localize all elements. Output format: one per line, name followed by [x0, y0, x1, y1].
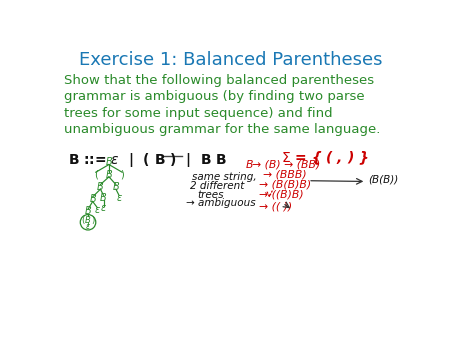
Text: B: B [85, 207, 91, 217]
Text: → ((B)B): → ((B)B) [258, 190, 303, 200]
Text: → (B) → (BB): → (B) → (BB) [252, 160, 320, 170]
Text: (B(B)): (B(B)) [368, 174, 398, 184]
Text: 2 different: 2 different [189, 182, 244, 191]
Text: → (( )): → (( )) [258, 201, 292, 212]
Text: (: ( [94, 170, 98, 179]
Text: B: B [100, 193, 107, 203]
Text: ε: ε [117, 193, 122, 203]
Text: → (BBB): → (BBB) [263, 170, 307, 180]
Text: ε: ε [86, 222, 90, 231]
Text: trees: trees [197, 190, 224, 200]
Text: B: B [112, 182, 119, 192]
Text: B: B [106, 170, 112, 179]
Text: B ::= $\varepsilon$  |  ( B )  |  B B: B ::= $\varepsilon$ | ( B ) | B B [68, 151, 227, 169]
Text: B: B [106, 157, 112, 167]
Text: ε: ε [94, 205, 100, 215]
Text: (: ( [82, 216, 85, 225]
Text: $\Sigma$ = { ( , ) }: $\Sigma$ = { ( , ) } [281, 149, 369, 167]
Text: same string,: same string, [192, 172, 256, 182]
Text: ): ) [120, 170, 124, 179]
Text: ): ) [91, 216, 94, 225]
Text: Show that the following balanced parentheses
grammar is ambiguous (by finding tw: Show that the following balanced parenth… [64, 74, 380, 136]
Text: ε: ε [101, 203, 106, 213]
Text: B: B [85, 216, 91, 225]
Text: → (B(B)B): → (B(B)B) [258, 180, 310, 190]
Text: → ambiguous: → ambiguous [186, 198, 256, 209]
Text: B: B [97, 182, 104, 192]
Text: B: B [246, 160, 254, 170]
Text: B: B [89, 194, 96, 204]
Text: Exercise 1: Balanced Parentheses: Exercise 1: Balanced Parentheses [79, 51, 382, 69]
